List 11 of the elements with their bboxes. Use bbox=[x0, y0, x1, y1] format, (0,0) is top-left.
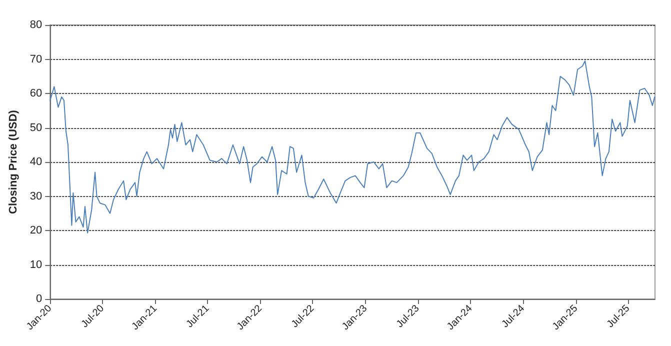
y-tick-label: 30 bbox=[30, 190, 42, 202]
y-tick-label: 60 bbox=[30, 88, 42, 100]
y-tick-label: 40 bbox=[30, 156, 42, 168]
y-tick-label: 80 bbox=[30, 19, 42, 31]
line-series bbox=[50, 60, 656, 234]
y-tick-label: 0 bbox=[36, 293, 42, 305]
y-tick-label: 20 bbox=[30, 224, 42, 236]
y-axis-title: Closing Price (USD) bbox=[8, 110, 20, 214]
y-tick-label: 50 bbox=[30, 122, 42, 134]
y-tick-label: 10 bbox=[30, 258, 42, 271]
y-tick-label: 70 bbox=[30, 53, 42, 66]
